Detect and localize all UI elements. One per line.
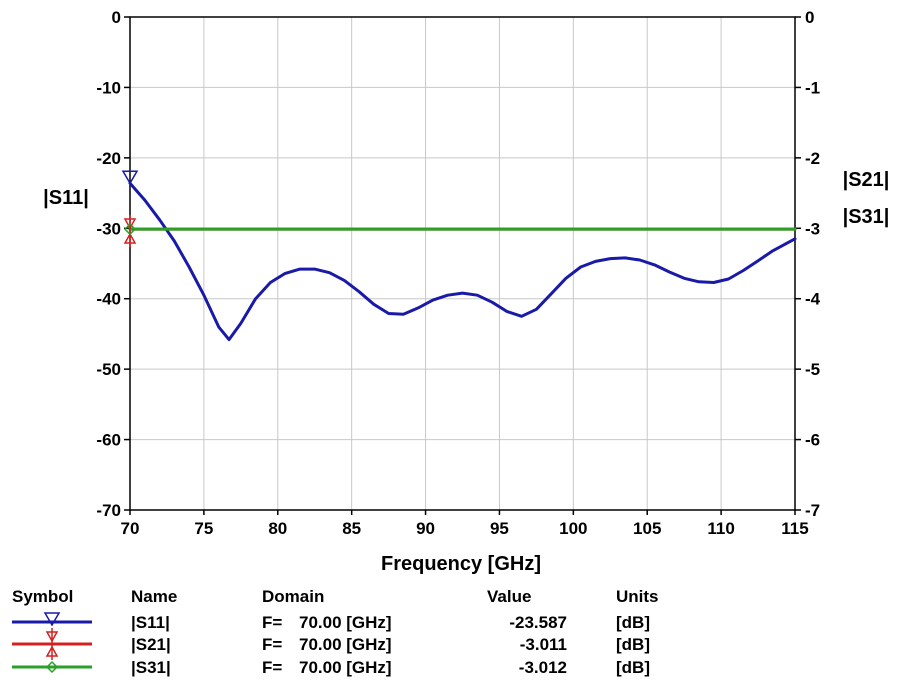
x-tick-label: 70 [121, 519, 140, 538]
y-tick-label-right: -4 [805, 290, 821, 309]
plot-area [124, 16, 801, 515]
x-tick-label: 85 [342, 519, 361, 538]
x-tick-label: 110 [707, 519, 734, 538]
legend-units: [dB] [616, 613, 650, 632]
y-axis-title-left: |S11| [43, 187, 89, 209]
x-tick-label: 100 [559, 519, 587, 538]
legend-value: -3.012 [519, 658, 567, 677]
grid [129, 16, 796, 511]
series-line-s11 [128, 181, 797, 342]
y-tick-label-left: -10 [96, 78, 121, 97]
y-tick-label-left: -40 [96, 290, 121, 309]
x-axis-title: Frequency [GHz] [381, 553, 541, 575]
legend-domain-value: 70.00 [GHz] [299, 635, 392, 654]
legend-marker-s31 [45, 660, 59, 674]
marker-s21 [123, 215, 137, 248]
legend-table: Symbol Name Domain Value Units |S11| F= 70… [12, 587, 659, 677]
legend-marker-s21 [45, 628, 59, 660]
legend-header-domain: Domain [262, 587, 324, 606]
legend-rows: |S11| F= 70.00 [GHz] -23.587 [dB] |S21| F= 70.0… [12, 612, 650, 677]
y-tick-label-right: -5 [805, 360, 820, 379]
legend-value: -3.011 [520, 635, 567, 654]
legend-row-s11: |S11| F= 70.00 [GHz] -23.587 [dB] [12, 612, 650, 632]
y-tick-label-right: -2 [805, 149, 820, 168]
y-tick-label-left: -60 [96, 431, 121, 450]
x-tick-label: 80 [268, 519, 287, 538]
y-tick-label-right: 0 [805, 8, 814, 27]
x-tick-label: 75 [194, 519, 213, 538]
x-tick-label: 105 [633, 519, 661, 538]
legend-value: -23.587 [509, 613, 567, 632]
marker-layer [121, 170, 139, 248]
y-tick-label-left: 0 [112, 8, 121, 27]
legend-domain-prefix: F= [262, 613, 282, 632]
plot-border [129, 16, 796, 511]
legend-row-s21: |S21| F= 70.00 [GHz] -3.011 [dB] [12, 628, 650, 660]
y-axis-title-right-s21: |S21| [843, 169, 890, 191]
x-tick-label: 95 [490, 519, 509, 538]
legend-domain-value: 70.00 [GHz] [299, 658, 392, 677]
legend-name: |S11| [131, 613, 170, 632]
legend-header-name: Name [131, 587, 177, 606]
x-tick-label: 115 [781, 519, 808, 538]
legend-units: [dB] [616, 635, 650, 654]
y-tick-label-left: -50 [96, 360, 121, 379]
legend-header-symbol: Symbol [12, 587, 73, 606]
series-layer [128, 181, 797, 342]
y-axis-title-right-s31: |S31| [843, 206, 890, 228]
y-tick-label-right: -7 [805, 501, 820, 520]
legend-domain-value: 70.00 [GHz] [299, 613, 392, 632]
legend-name: |S31| [131, 658, 171, 677]
legend-name: |S21| [131, 635, 171, 654]
y-tick-label-right: -1 [805, 78, 820, 97]
legend-row-s31: |S31| F= 70.00 [GHz] -3.012 [dB] [12, 658, 650, 677]
y-tick-label-left: -20 [96, 149, 121, 168]
y-tick-label-right: -3 [805, 219, 820, 238]
x-tick-label: 90 [416, 519, 435, 538]
legend-domain-prefix: F= [262, 635, 282, 654]
y-tick-label-left: -30 [96, 219, 121, 238]
y-tick-label-right: -6 [805, 431, 820, 450]
y-tick-label-left: -70 [96, 501, 121, 520]
legend-header-units: Units [616, 587, 659, 606]
tick-labels: 70 75 80 85 90 95 100 105 110 1150-10-20-30-40-50… [96, 8, 820, 538]
legend-marker-s11 [43, 612, 61, 627]
marker-s11 [121, 170, 139, 185]
marker-s31 [123, 223, 137, 236]
legend-units: [dB] [616, 658, 650, 677]
legend-domain-prefix: F= [262, 658, 282, 677]
legend-header-value: Value [487, 587, 531, 606]
